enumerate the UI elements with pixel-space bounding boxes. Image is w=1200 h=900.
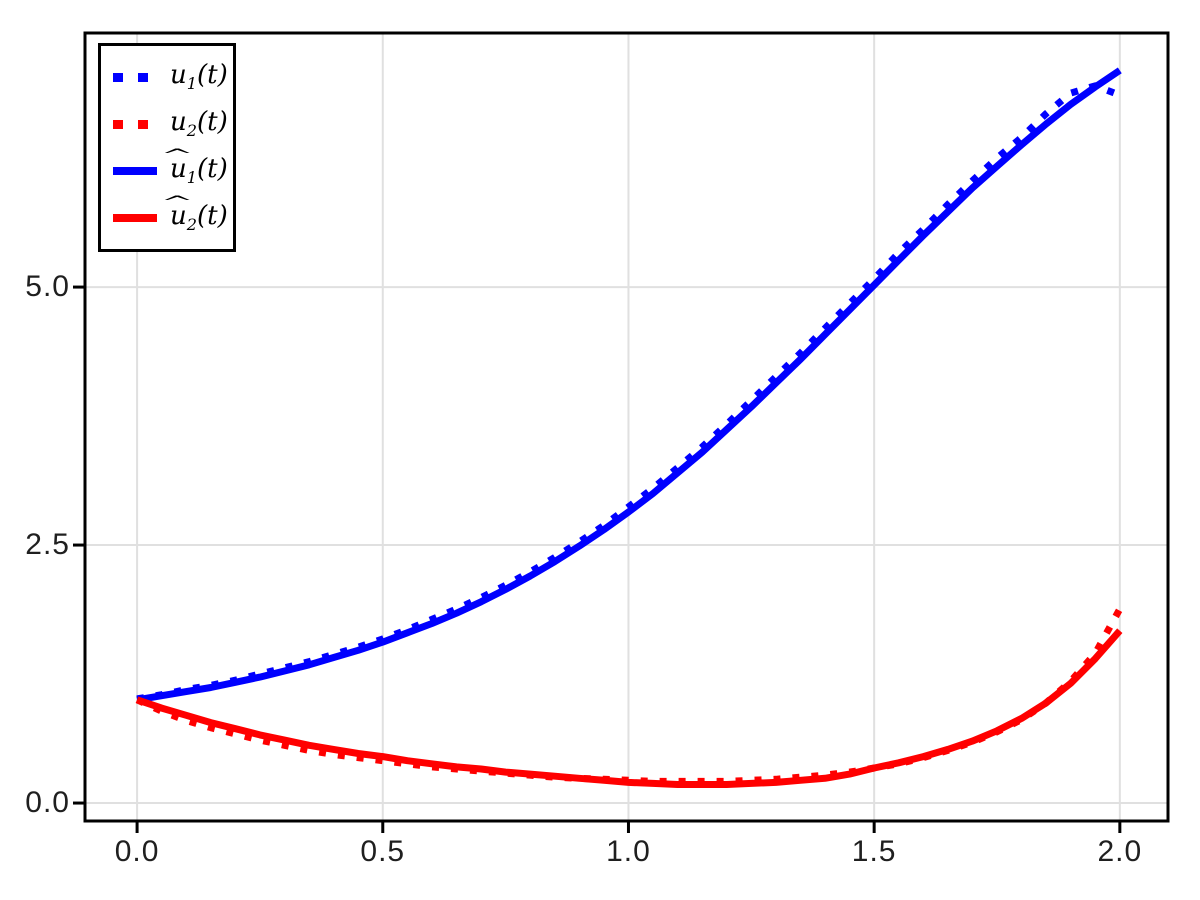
legend-var-base: u [170, 200, 187, 231]
legend-item-u1-data: u1(t) [113, 58, 228, 96]
series-u2-fit [135, 628, 1123, 788]
legend-swatch-solid-icon [113, 167, 157, 175]
hat-accent: ^ [160, 145, 195, 165]
hat-accent: ^ [160, 192, 195, 212]
x-tick-label: 2.0 [1097, 835, 1143, 868]
legend-var-subscript: 1 [186, 168, 197, 188]
legend-item-u1-fit: ^ u1(t) [113, 147, 228, 190]
legend-label: u2(t) [170, 109, 228, 139]
legend-label: ^ u2(t) [161, 194, 228, 235]
legend-var-args: (t) [197, 200, 228, 231]
y-tick-label: 2.5 [25, 528, 70, 562]
series-u1-data [136, 82, 1122, 703]
legend-item-u2-data: u2(t) [113, 105, 228, 143]
legend-item-u2-fit: ^ u2(t) [113, 194, 228, 237]
legend-var-args: (t) [197, 59, 228, 90]
legend-var-base: u [170, 106, 187, 137]
legend-swatch-dotted-icon [113, 119, 157, 129]
series-u1-fit [136, 67, 1122, 704]
y-tick-label: 5.0 [25, 270, 70, 304]
legend-var-subscript: 2 [186, 121, 197, 141]
legend-swatch-solid-icon [113, 214, 157, 222]
x-tick-label: 0.0 [114, 835, 160, 868]
legend-var-args: (t) [197, 106, 228, 137]
legend-label: u1(t) [170, 62, 228, 92]
legend-var-subscript: 1 [186, 74, 197, 94]
x-tick-label: 1.5 [851, 835, 897, 868]
legend: u1(t) u2(t) ^ u1(t) ^ u2(t) [98, 43, 236, 252]
legend-var-subscript: 2 [186, 215, 197, 235]
legend-var-base: u [170, 59, 187, 90]
legend-var-args: (t) [197, 153, 228, 184]
y-tick-label: 0.0 [25, 786, 70, 820]
plot-border [83, 31, 1170, 823]
legend-var-base: u [170, 153, 187, 184]
x-tick-label: 1.0 [606, 835, 651, 868]
legend-swatch-dotted-icon [113, 72, 157, 82]
legend-label: ^ u1(t) [161, 147, 228, 188]
x-tick-label: 0.5 [360, 835, 406, 868]
